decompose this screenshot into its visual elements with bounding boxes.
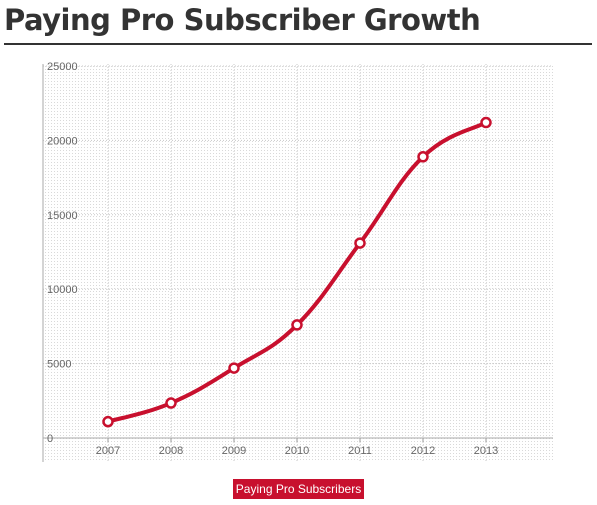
data-point <box>291 319 303 331</box>
y-tick-label: 10000 <box>47 284 78 296</box>
gridlines <box>43 64 553 462</box>
x-axis-tick-labels: 2007 2008 2009 2010 2011 2012 2013 <box>96 445 498 457</box>
title-underline <box>4 43 592 45</box>
plot-background <box>43 64 553 462</box>
x-tick-label: 2011 <box>348 445 372 457</box>
data-point <box>480 116 492 129</box>
x-tick-label: 2010 <box>285 445 309 457</box>
data-point <box>354 237 366 249</box>
y-axis-tick-labels: 0 5000 10000 15000 20000 25000 <box>47 61 78 445</box>
x-tick-label: 2008 <box>159 445 183 457</box>
x-tick-label: 2009 <box>222 445 246 457</box>
legend-label: Paying Pro Subscribers <box>235 482 362 496</box>
y-tick-label: 20000 <box>47 135 78 147</box>
y-tick-label: 25000 <box>47 61 78 73</box>
legend-item: Paying Pro Subscribers <box>233 479 364 499</box>
x-tick-label: 2012 <box>411 445 435 457</box>
x-tick-label: 2007 <box>96 445 120 457</box>
axes <box>42 64 553 462</box>
data-point <box>165 397 177 409</box>
y-tick-label: 0 <box>47 433 53 445</box>
data-point <box>417 151 429 163</box>
x-tick-label: 2013 <box>474 445 498 457</box>
data-point <box>102 415 114 428</box>
page-title: Paying Pro Subscriber Growth <box>4 3 481 37</box>
y-tick-label: 15000 <box>47 210 78 222</box>
y-tick-label: 5000 <box>47 359 71 371</box>
series-layer <box>102 116 492 428</box>
data-point <box>228 362 240 374</box>
